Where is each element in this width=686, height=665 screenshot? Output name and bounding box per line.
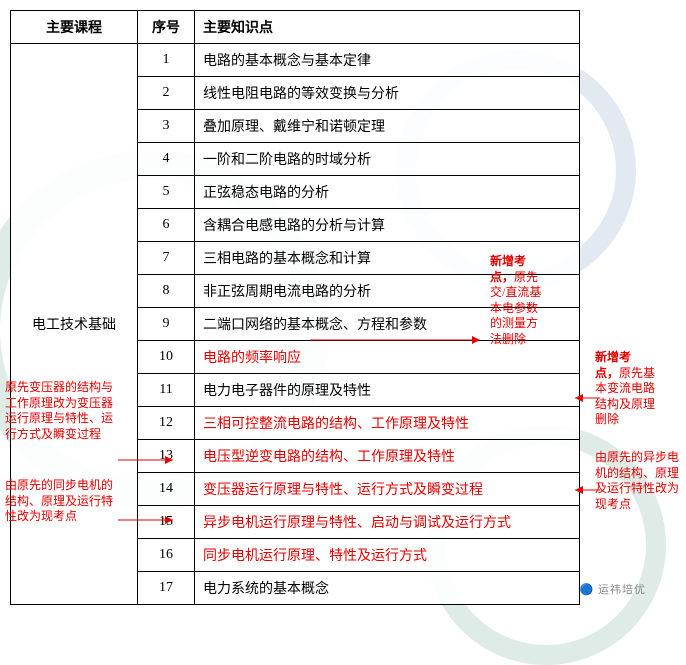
row-number: 9 bbox=[138, 308, 195, 341]
annotation-new-point-1: 新增考点，原先交/直流基本电参数的测量方法删除 bbox=[490, 254, 580, 348]
arrow-3 bbox=[118, 450, 178, 470]
row-number: 2 bbox=[138, 77, 195, 110]
arrow-1 bbox=[310, 330, 490, 350]
row-topic: 同步电机运行原理、特性及运行方式 bbox=[195, 539, 580, 572]
row-number: 10 bbox=[138, 341, 195, 374]
header-course: 主要课程 bbox=[11, 11, 138, 44]
annotation-sync-motor: 由原先的同步电机的结构、原理及运行特性改为现考点 bbox=[5, 478, 120, 525]
row-number: 5 bbox=[138, 176, 195, 209]
row-number: 14 bbox=[138, 473, 195, 506]
row-topic: 三相可控整流电路的结构、工作原理及特性 bbox=[195, 407, 580, 440]
row-number: 3 bbox=[138, 110, 195, 143]
header-num: 序号 bbox=[138, 11, 195, 44]
arrow-2 bbox=[570, 388, 600, 408]
arrow-4 bbox=[118, 510, 178, 530]
row-number: 17 bbox=[138, 572, 195, 605]
table-row: 电工技术基础1电路的基本概念与基本定律 bbox=[11, 44, 580, 77]
row-number: 8 bbox=[138, 275, 195, 308]
row-topic: 含耦合电感电路的分析与计算 bbox=[195, 209, 580, 242]
row-number: 12 bbox=[138, 407, 195, 440]
row-number: 11 bbox=[138, 374, 195, 407]
row-topic: 正弦稳态电路的分析 bbox=[195, 176, 580, 209]
row-topic: 线性电阻电路的等效变换与分析 bbox=[195, 77, 580, 110]
header-topic: 主要知识点 bbox=[195, 11, 580, 44]
annotation-new-point-2: 新增考点，原先基本变流电路结构及原理删除 bbox=[595, 350, 686, 428]
row-topic: 电力电子器件的原理及特性 bbox=[195, 374, 580, 407]
row-number: 4 bbox=[138, 143, 195, 176]
row-number: 1 bbox=[138, 44, 195, 77]
row-topic: 电路的基本概念与基本定律 bbox=[195, 44, 580, 77]
row-topic: 异步电机运行原理与特性、启动与调试及运行方式 bbox=[195, 506, 580, 539]
page-wrap: 主要课程 序号 主要知识点 电工技术基础1电路的基本概念与基本定律2线性电阻电路… bbox=[10, 10, 676, 605]
row-topic: 电压型逆变电路的结构、工作原理及特性 bbox=[195, 440, 580, 473]
arrow-5 bbox=[570, 480, 600, 500]
row-number: 16 bbox=[138, 539, 195, 572]
row-topic: 变压器运行原理与特性、运行方式及瞬变过程 bbox=[195, 473, 580, 506]
row-topic: 叠加原理、戴维宁和诺顿定理 bbox=[195, 110, 580, 143]
row-topic: 一阶和二阶电路的时域分析 bbox=[195, 143, 580, 176]
row-number: 7 bbox=[138, 242, 195, 275]
row-topic: 电力系统的基本概念 bbox=[195, 572, 580, 605]
footer-watermark: 🔵 运祎培优 bbox=[580, 581, 646, 597]
annotation-transformer: 原先变压器的结构与工作原理改为变压器运行原理与特性、运行方式及瞬变过程 bbox=[5, 380, 120, 442]
row-number: 6 bbox=[138, 209, 195, 242]
annotation-async-motor: 由原先的异步电机的结构、原理及运行特性改为现考点 bbox=[595, 450, 686, 512]
